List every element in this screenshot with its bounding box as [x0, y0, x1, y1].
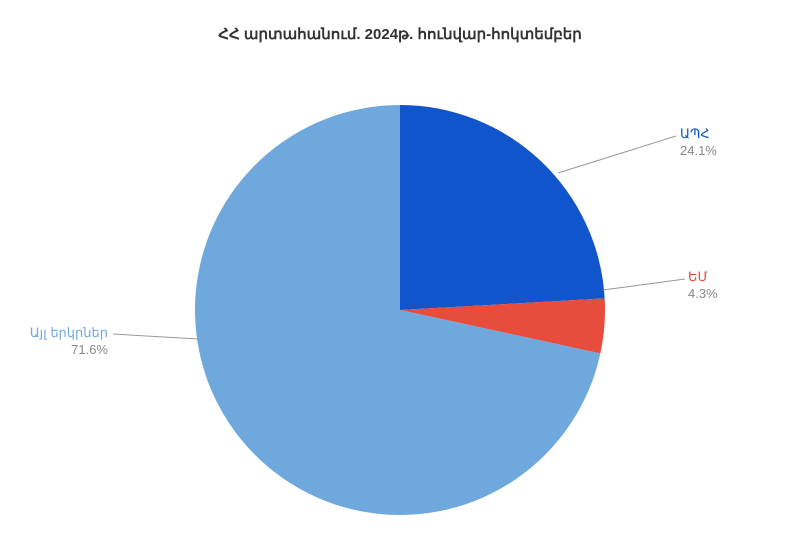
slice-label-name: Այլ երկրներ — [30, 325, 108, 342]
slice-label-pct: 4.3% — [688, 286, 718, 303]
slice-label-name: ԱՊՀ — [680, 126, 717, 143]
slice-label-pct: 24.1% — [680, 143, 717, 160]
chart-title: ՀՀ արտահանում. 2024թ. հունվար-հոկտեմբեր — [0, 25, 800, 43]
slice-label: Այլ երկրներ71.6% — [30, 325, 108, 359]
leader-line — [603, 279, 685, 290]
leader-line — [558, 136, 676, 173]
leader-line — [113, 334, 198, 339]
pie-slice — [400, 105, 605, 310]
slice-label: ԵՄ4.3% — [688, 269, 718, 303]
slice-label-name: ԵՄ — [688, 269, 718, 286]
slice-label-pct: 71.6% — [30, 342, 108, 359]
slice-label: ԱՊՀ24.1% — [680, 126, 717, 160]
